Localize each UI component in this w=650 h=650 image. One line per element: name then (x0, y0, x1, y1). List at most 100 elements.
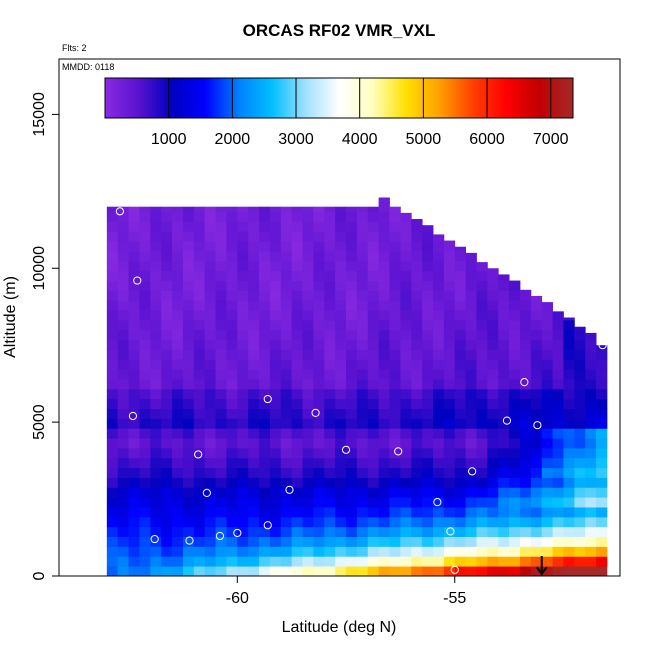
heatmap-cell (324, 211, 336, 222)
heatmap-cell (106, 457, 119, 469)
heatmap-cell (128, 536, 140, 547)
heatmap-cell (193, 428, 206, 439)
heatmap-cell (237, 379, 249, 390)
heatmap-cell (259, 516, 271, 528)
heatmap-cell (269, 477, 282, 488)
heatmap-cell (139, 260, 151, 272)
heatmap-cell (269, 241, 282, 252)
heatmap-cell (193, 290, 206, 301)
heatmap-cell (215, 369, 227, 380)
heatmap-cell (574, 536, 586, 547)
heatmap-cell (563, 329, 575, 341)
heatmap-cell (433, 477, 445, 488)
heatmap-cell (498, 428, 510, 439)
sample-point (311, 408, 320, 417)
heatmap-cell (585, 526, 597, 538)
heatmap-cell (248, 507, 260, 518)
heatmap-cell (280, 516, 293, 528)
heatmap-cell (400, 379, 412, 390)
heatmap-cell (563, 526, 575, 538)
heatmap-cell (128, 231, 140, 242)
heatmap-cell (530, 388, 543, 400)
heatmap-cell (411, 457, 423, 469)
heatmap-cell (150, 359, 162, 370)
heatmap-cell (422, 408, 434, 419)
heatmap-cell (519, 536, 532, 547)
heatmap-cell (248, 221, 260, 232)
heatmap-cell (215, 487, 227, 498)
heatmap-cell (215, 206, 227, 213)
heatmap-cell (335, 280, 347, 291)
heatmap-cell (248, 546, 260, 557)
heatmap-cell (552, 329, 564, 341)
heatmap-cell (433, 546, 445, 557)
heatmap-cell (585, 339, 597, 350)
heatmap-cell (204, 379, 216, 390)
heatmap-cell (280, 408, 293, 419)
heatmap-cell (291, 369, 303, 380)
heatmap-cell (313, 516, 325, 528)
heatmap-cell (248, 408, 260, 419)
heatmap-cell (487, 497, 499, 508)
heatmap-cell (161, 408, 173, 419)
heatmap-cell (182, 211, 195, 222)
heatmap-cell (172, 546, 184, 557)
heatmap-cell (552, 487, 564, 498)
heatmap-cell (182, 526, 195, 538)
heatmap-cell (280, 241, 293, 252)
heatmap-cell (476, 408, 488, 419)
heatmap-cell (248, 270, 260, 281)
heatmap-cell (139, 507, 151, 518)
heatmap-cell (389, 546, 401, 557)
heatmap-cell (172, 231, 184, 242)
heatmap-cell (269, 467, 282, 478)
heatmap-cell (248, 428, 260, 439)
heatmap-cell (335, 310, 347, 321)
heatmap-cell (182, 379, 195, 390)
heatmap-cell (106, 497, 119, 508)
heatmap-cell (378, 231, 390, 242)
heatmap-cell (128, 507, 140, 518)
heatmap-cell (280, 398, 293, 409)
heatmap-cell (454, 487, 467, 498)
heatmap-cell (541, 408, 553, 419)
y-tick-label: 5000 (31, 404, 48, 440)
heatmap-cell (291, 260, 303, 272)
heatmap-cell (509, 487, 521, 498)
heatmap-cell (291, 507, 303, 518)
heatmap-cell (596, 428, 608, 439)
heatmap-cell (204, 388, 216, 400)
heatmap-cell (411, 349, 423, 360)
heatmap-cell (248, 310, 260, 321)
heatmap-cell (182, 477, 195, 488)
heatmap-cell (465, 398, 477, 409)
heatmap-cell (280, 280, 293, 291)
heatmap-cell (291, 546, 303, 557)
heatmap-cell (172, 398, 184, 409)
heatmap-cell (367, 556, 380, 567)
heatmap-cell (237, 428, 249, 439)
heatmap-cell (161, 447, 173, 459)
heatmap-cell (117, 467, 129, 478)
heatmap-cell (346, 221, 358, 232)
heatmap-cell (259, 507, 271, 518)
heatmap-cell (324, 546, 336, 557)
heatmap-cell (378, 310, 390, 321)
heatmap-cell (487, 280, 499, 291)
heatmap-cell (291, 487, 303, 498)
heatmap-cell (476, 262, 488, 272)
heatmap-cell (106, 211, 119, 222)
heatmap-cell (443, 477, 456, 488)
heatmap-cell (172, 507, 184, 518)
heatmap-cell (443, 457, 456, 469)
heatmap-cell (487, 566, 499, 576)
heatmap-cell (335, 251, 347, 262)
heatmap-cell (367, 379, 380, 390)
heatmap-cell (259, 408, 271, 419)
heatmap-cell (335, 467, 347, 478)
heatmap-cell (519, 546, 532, 557)
heatmap-cell (161, 206, 173, 213)
heatmap-cell (237, 447, 249, 459)
heatmap-cell (150, 260, 162, 272)
heatmap-cell (530, 497, 543, 508)
